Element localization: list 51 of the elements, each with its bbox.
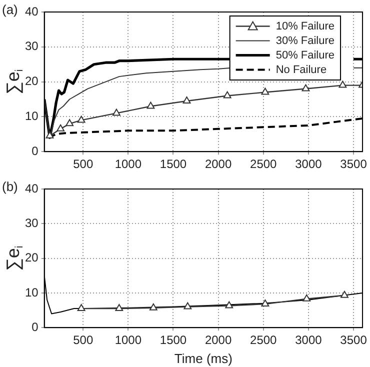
point (66, 119, 74, 126)
point (77, 116, 86, 123)
legend-label: No Failure (276, 64, 327, 76)
x-tick-label: 3000 (295, 333, 322, 348)
point (77, 304, 86, 312)
x-tick-label: 3500 (340, 333, 368, 348)
chart-title: (a) (2, 2, 18, 18)
x-tick-label: 3500 (340, 157, 368, 172)
point (182, 96, 191, 104)
y-axis-title: ∑ei (2, 69, 26, 94)
point (261, 300, 270, 307)
y-tick-label: 20 (24, 250, 39, 265)
point (149, 303, 158, 310)
point (302, 294, 311, 302)
point (184, 302, 192, 310)
chart-title: (b) (2, 179, 18, 194)
y-tick-label: 20 (24, 74, 39, 88)
legend-label: 50% Failure (276, 49, 335, 62)
x-tick-label: 1000 (114, 157, 142, 172)
point (115, 304, 124, 312)
y-tick-label: 10 (24, 109, 39, 124)
legend-label: 30% Failure (276, 34, 335, 47)
y-tick-label: 30 (24, 216, 39, 230)
y-tick-label: 40 (24, 181, 39, 196)
point (338, 80, 347, 88)
x-tick-label: 1000 (114, 333, 142, 348)
point (225, 301, 234, 308)
y-tick-label: 40 (24, 4, 39, 18)
point (223, 91, 232, 98)
x-tick-label: 500 (73, 333, 94, 348)
x-tick-label: 500 (73, 157, 94, 172)
x-tick-label: 2500 (250, 157, 278, 172)
x-tick-label: 1500 (160, 333, 187, 348)
y-tick-label: 10 (24, 285, 39, 300)
point (302, 84, 310, 92)
point (56, 124, 65, 132)
x-tick-label: 2000 (204, 157, 232, 172)
point (261, 88, 270, 95)
x-axis-title: Time (ms) (174, 351, 232, 366)
point (340, 290, 348, 298)
y-tick-label: 30 (24, 39, 39, 54)
point (112, 108, 120, 116)
x-tick-label: 2500 (250, 333, 278, 348)
point (146, 102, 155, 109)
x-tick-label: 3000 (295, 157, 322, 172)
x-tick-label: 1500 (160, 157, 187, 172)
y-axis-title: ∑ei (2, 246, 26, 271)
y-tick-label: 0 (32, 320, 39, 334)
x-tick-label: 2000 (204, 333, 232, 348)
y-tick-label: 0 (32, 144, 39, 158)
legend-label: 10% Failure (276, 20, 335, 32)
